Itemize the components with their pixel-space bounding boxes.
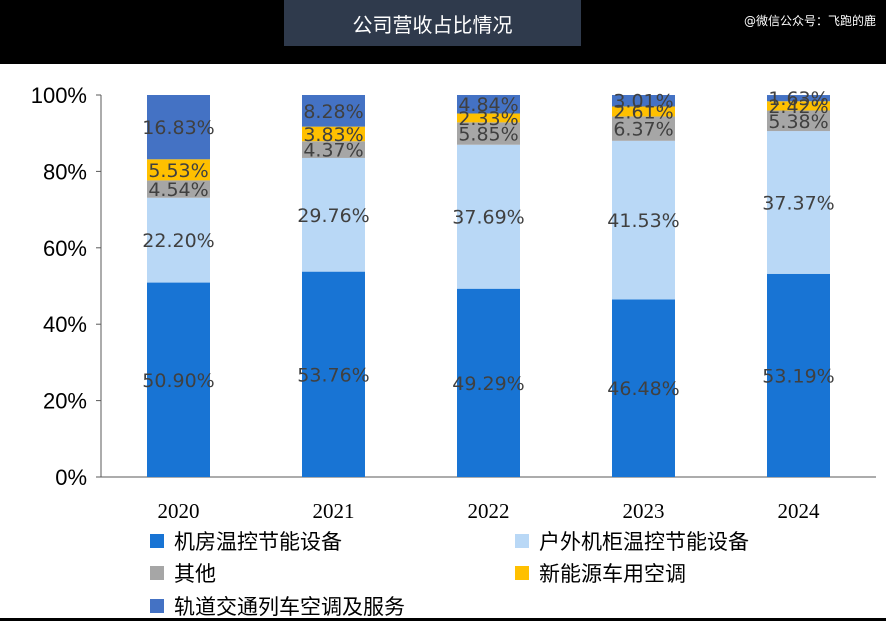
bar-segment	[302, 271, 365, 477]
data-label: 6.37%	[613, 119, 673, 141]
data-label: 53.76%	[297, 364, 369, 386]
bar-segment	[457, 122, 520, 145]
data-label: 3.01%	[613, 91, 673, 113]
data-label: 37.37%	[762, 192, 834, 214]
data-label: 3.83%	[303, 124, 363, 146]
bar-segment	[612, 95, 675, 107]
bar-segment	[457, 288, 520, 477]
x-tick-label: 2024	[778, 499, 821, 523]
data-label: 50.90%	[142, 370, 214, 392]
bar-segment	[147, 159, 210, 181]
bar-segment	[302, 126, 365, 142]
chart-title: 公司营收占比情况	[284, 0, 581, 46]
bar-segment	[612, 140, 675, 300]
y-tick-label: 100%	[31, 83, 87, 108]
data-label: 1.63%	[768, 88, 828, 110]
data-label: 5.38%	[768, 111, 828, 133]
bar-segment	[767, 110, 830, 132]
y-tick-label: 20%	[43, 389, 87, 414]
data-label: 16.83%	[142, 117, 214, 139]
bar-segment	[457, 144, 520, 289]
data-label: 53.19%	[762, 365, 834, 387]
data-label: 2.61%	[613, 101, 673, 123]
bar-segment	[147, 282, 210, 477]
bar-segment	[767, 273, 830, 477]
data-label: 37.69%	[452, 207, 524, 229]
y-tick-label: 80%	[43, 159, 87, 184]
bar-segment	[457, 95, 520, 114]
bar-segment	[302, 95, 365, 127]
data-label: 4.84%	[458, 94, 518, 116]
chart-panel: 0% 20% 40% 60% 80% 100% 2020 2021 2022 2023 2024 50…	[0, 64, 886, 619]
bar-segment	[147, 197, 210, 283]
data-label: 46.48%	[607, 378, 679, 400]
bar-segment	[302, 157, 365, 272]
bar-segment	[612, 299, 675, 477]
y-tick-label: 0%	[55, 465, 87, 490]
data-label: 8.28%	[303, 101, 363, 123]
stacked-bar-chart: 0% 20% 40% 60% 80% 100% 2020 2021 2022 2023 2024 50…	[31, 83, 876, 523]
data-label: 41.53%	[607, 210, 679, 232]
watermark: @微信公众号：飞跑的鹿	[743, 14, 876, 28]
bar-segment	[767, 95, 830, 102]
bar-segment	[457, 113, 520, 123]
data-label: 5.53%	[148, 160, 208, 182]
bar-segment	[767, 101, 830, 111]
bar-segment	[147, 180, 210, 198]
x-tick-label: 2020	[158, 499, 200, 523]
x-tick-label: 2022	[468, 499, 510, 523]
bar-segment	[612, 116, 675, 141]
bar-segment	[612, 106, 675, 117]
y-tick-label: 60%	[43, 236, 87, 261]
x-tick-label: 2021	[313, 499, 355, 523]
data-label: 4.54%	[148, 179, 208, 201]
data-label: 29.76%	[297, 205, 369, 227]
y-tick-label: 40%	[43, 312, 87, 337]
x-tick-label: 2023	[623, 499, 665, 523]
data-label: 2.42%	[768, 96, 828, 118]
data-label: 22.20%	[142, 230, 214, 252]
data-label: 2.33%	[458, 108, 518, 130]
data-label: 5.85%	[458, 124, 518, 146]
bar-segment	[767, 131, 830, 274]
data-label: 49.29%	[452, 373, 524, 395]
bar-segment	[147, 95, 210, 160]
data-label: 4.37%	[303, 140, 363, 162]
bar-segment	[302, 141, 365, 158]
